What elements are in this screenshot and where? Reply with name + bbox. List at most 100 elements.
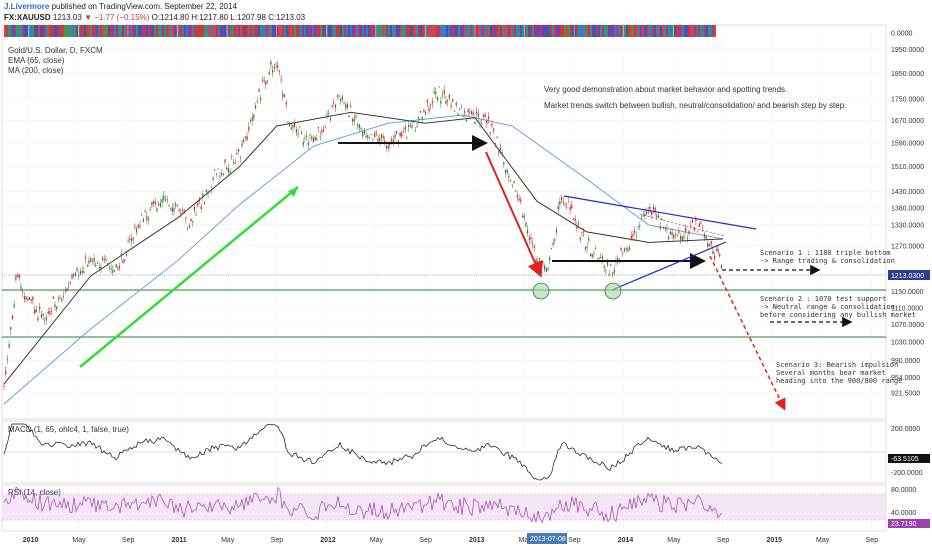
- candle-body: [241, 143, 242, 146]
- candle-body: [517, 195, 518, 198]
- candle-body: [15, 276, 16, 280]
- candle-body: [559, 201, 560, 205]
- candle-body: [505, 170, 506, 173]
- candle-body: [41, 315, 42, 318]
- candle-body: [328, 113, 329, 114]
- author-link[interactable]: J.Livermore: [4, 2, 49, 11]
- candle-body: [20, 286, 21, 288]
- bearish-arrow-2013: [486, 152, 540, 274]
- candle-body: [530, 237, 531, 239]
- candle-body: [685, 228, 686, 231]
- candle-body: [721, 265, 722, 268]
- candle-body: [668, 236, 669, 239]
- scenario-3-arrow: [710, 256, 784, 408]
- candle-body: [626, 248, 627, 249]
- candle-body: [235, 163, 236, 164]
- candle-body: [700, 223, 701, 224]
- candle-body: [462, 116, 463, 117]
- candle-body: [105, 259, 106, 261]
- candle-body: [578, 224, 579, 225]
- candle-body: [600, 257, 601, 258]
- candle-body: [136, 229, 137, 233]
- svg-text:-> Neutral range & consolidati: -> Neutral range & consolidation: [760, 303, 895, 311]
- candle-body: [500, 148, 501, 151]
- candle-body: [252, 117, 253, 121]
- price-tick-label: 1750.0000: [891, 96, 924, 103]
- candle-body: [158, 204, 159, 205]
- candle-body: [440, 101, 441, 104]
- candle-body: [9, 344, 10, 347]
- candle-body: [570, 207, 571, 210]
- price-chart[interactable]: 0.0000 1950.0000 1850.0000 1750.0000 1670.00…: [0, 24, 932, 550]
- price-tick-label: 1330.0000: [891, 222, 924, 229]
- candle-body: [167, 200, 168, 201]
- candle-body: [49, 311, 50, 314]
- candle-body: [124, 260, 125, 261]
- candle-body: [456, 103, 457, 105]
- candle-body: [3, 386, 4, 387]
- price-tick-label: 921.5000: [891, 391, 920, 398]
- candle-body: [148, 219, 149, 220]
- candle-body: [78, 275, 79, 276]
- high-value: H:1217.80: [191, 13, 228, 22]
- svg-text:Scenario 2 : 1070 test support: Scenario 2 : 1070 test support: [760, 295, 886, 303]
- candle-body: [24, 296, 25, 300]
- legend-ma: MA (200, close): [8, 66, 64, 75]
- candle-body: [65, 290, 66, 291]
- candle-body: [160, 203, 161, 206]
- candle-body: [405, 126, 406, 130]
- candle-body: [580, 237, 581, 240]
- candle-body: [179, 210, 180, 211]
- candle-body: [716, 249, 717, 250]
- candle-body: [107, 263, 108, 265]
- candle-body: [508, 176, 509, 177]
- candle-body: [665, 227, 666, 228]
- candle-body: [680, 236, 681, 240]
- candle-body: [692, 220, 693, 223]
- candle-body: [515, 191, 516, 192]
- bottom-circle-2: [605, 283, 621, 299]
- candle-body: [612, 273, 613, 275]
- candle-body: [270, 61, 271, 64]
- note-line-2: Market trends switch between bullish, ne…: [544, 101, 846, 110]
- candle-body: [343, 104, 344, 105]
- time-tick-label: 2014: [618, 537, 634, 544]
- candle-body: [581, 232, 582, 233]
- candle-body: [213, 178, 214, 180]
- candle-body: [308, 143, 309, 146]
- time-tick-label: Sep: [122, 537, 135, 544]
- candle-body: [46, 317, 47, 320]
- candle-body: [476, 111, 477, 113]
- candle-body: [7, 359, 8, 360]
- price-tick-label: 1070.0000: [891, 322, 924, 329]
- candle-body: [298, 133, 299, 134]
- candle-body: [19, 274, 20, 278]
- candle-body: [323, 130, 324, 132]
- candle-body: [313, 138, 314, 142]
- price-tick-label: 1850.0000: [891, 71, 924, 78]
- candle-body: [87, 265, 88, 266]
- candle-body: [333, 103, 334, 104]
- candle-body: [367, 135, 368, 138]
- candle-body: [138, 225, 139, 228]
- candle-body: [605, 270, 606, 271]
- candle-body: [454, 111, 455, 112]
- candle-body: [660, 226, 661, 228]
- candle-body: [510, 180, 511, 181]
- candle-body: [529, 238, 530, 240]
- candle-body: [224, 159, 225, 162]
- candle-body: [66, 289, 67, 292]
- candle-body: [139, 226, 140, 227]
- candle-body: [425, 112, 426, 114]
- candle-body: [281, 79, 282, 80]
- candle-body: [265, 81, 266, 85]
- candle-body: [54, 304, 55, 306]
- candle-body: [162, 199, 163, 203]
- bottom-circle-1: [533, 283, 549, 299]
- candle-body: [354, 118, 355, 121]
- candle-body: [498, 151, 499, 153]
- candle-body: [519, 199, 520, 200]
- svg-text:before considering any bullish: before considering any bullish market: [760, 311, 916, 319]
- volume-color-band: [4, 25, 716, 37]
- candle-body: [150, 209, 151, 210]
